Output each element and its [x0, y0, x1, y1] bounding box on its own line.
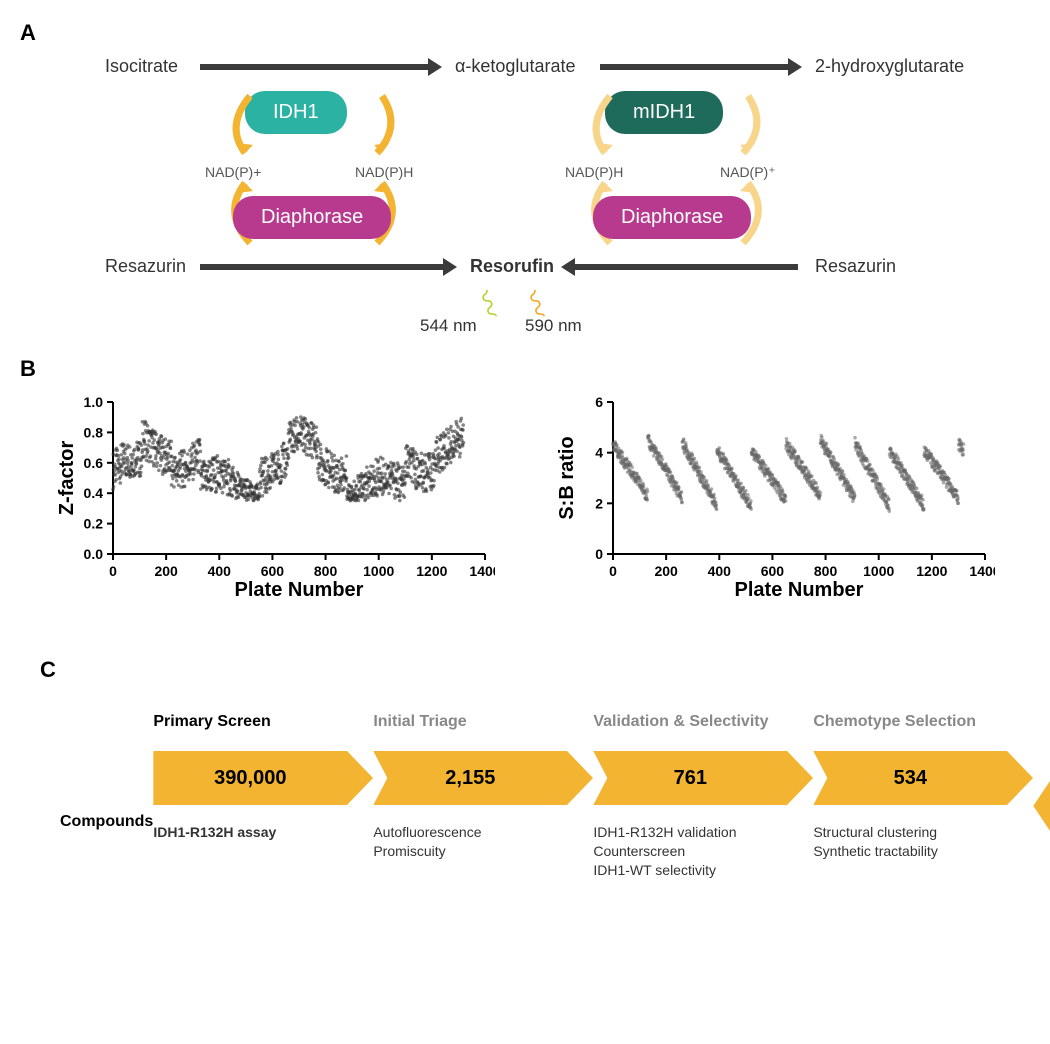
chart-sbratio: 0 200 400 600 800 1000 1200 1400 0 2 4 6 S:B ratio Pl…	[555, 392, 995, 607]
svg-text:800: 800	[314, 563, 338, 579]
reaction-diagram: Isocitrate α-ketoglutarate 2-hydroxyglut…	[95, 56, 995, 316]
stage-chevron: 2,155	[373, 751, 593, 805]
stage-1: Initial Triage 2,155 AutofluorescencePromi…	[373, 713, 593, 880]
wavelength-em: 590 nm	[525, 316, 582, 336]
svg-text:800: 800	[814, 563, 838, 579]
svg-text:4: 4	[595, 445, 603, 461]
enzyme-diaphorase-2: Diaphorase	[593, 196, 751, 239]
stage-title: Chemotype Selection	[813, 713, 1033, 733]
stage-2: Validation & Selectivity 761 IDH1-R132H va…	[593, 713, 813, 880]
svg-text:1000: 1000	[863, 563, 894, 579]
substrate-resazurin-left: Resazurin	[105, 256, 186, 277]
compounds-label: Compounds	[60, 761, 153, 831]
svg-text:0.0: 0.0	[84, 546, 104, 562]
chevron-head-icon	[787, 751, 813, 805]
svg-text:2: 2	[595, 495, 603, 511]
panel-b: B 02004006008001000120014000.00.20.40.60…	[20, 356, 1030, 607]
svg-text:0: 0	[595, 546, 603, 562]
chart-zfactor: 0 200 400 600 800 1000 1200 1400 0.0 0.2 0.4 0.6 0.8…	[55, 392, 495, 607]
svg-text:1000: 1000	[363, 563, 394, 579]
svg-text:1200: 1200	[416, 563, 447, 579]
chemotype-identified-hex: Chemotype identified	[1033, 779, 1050, 833]
svg-text:1.0: 1.0	[84, 394, 104, 410]
svg-text:400: 400	[708, 563, 732, 579]
stage-chevron: 390,000	[153, 751, 373, 805]
svg-text:0.2: 0.2	[84, 516, 104, 532]
svg-text:1200: 1200	[916, 563, 947, 579]
arrow-resazurin-resorufin-1	[200, 264, 445, 270]
svg-text:Plate Number: Plate Number	[735, 579, 864, 601]
cycle-arrow-right-2	[733, 91, 773, 161]
substrate-isocitrate: Isocitrate	[105, 56, 178, 77]
panel-b-label: B	[20, 356, 1030, 382]
stage-sub: AutofluorescencePromiscuity	[373, 823, 593, 861]
stage-3: Chemotype Selection 534 Structural cluster…	[813, 713, 1033, 880]
svg-text:200: 200	[654, 563, 678, 579]
stage-count: 761	[593, 751, 787, 805]
panel-c-label: C	[40, 657, 1030, 683]
panel-a: A Isocitrate α-ketoglutarate 2-hydroxygl…	[20, 20, 1030, 316]
svg-text:1400: 1400	[469, 563, 495, 579]
panel-a-label: A	[20, 20, 1030, 46]
svg-text:0.4: 0.4	[84, 485, 104, 501]
chemotype-identified-text: Chemotype identified	[1033, 790, 1050, 822]
stage-title: Primary Screen	[153, 713, 373, 733]
svg-text:Plate Number: Plate Number	[235, 579, 364, 601]
arrow-isocitrate-akg	[200, 64, 430, 70]
svg-text:1400: 1400	[969, 563, 995, 579]
chart-zfactor-svg: 0 200 400 600 800 1000 1200 1400 0.0 0.2 0.4 0.6 0.8…	[55, 392, 495, 602]
svg-text:0: 0	[109, 563, 117, 579]
stage-0: Primary Screen 390,000 IDH1-R132H assay	[153, 713, 373, 880]
svg-text:0.6: 0.6	[84, 455, 104, 471]
stage-title: Validation & Selectivity	[593, 713, 813, 733]
cycle-arrow-left-2	[580, 91, 620, 161]
stage-title: Initial Triage	[373, 713, 593, 733]
svg-text:Z-factor: Z-factor	[56, 441, 78, 516]
chart-sbratio-svg: 0 200 400 600 800 1000 1200 1400 0 2 4 6 S:B ratio Pl…	[555, 392, 995, 602]
arrow-resazurin-resorufin-2	[573, 264, 798, 270]
panel-c: C Compounds Primary Screen 390,000 IDH1-R1…	[20, 657, 1030, 880]
svg-text:S:B ratio: S:B ratio	[556, 436, 578, 519]
substrate-akg: α-ketoglutarate	[455, 56, 575, 77]
stage-count: 390,000	[153, 751, 347, 805]
stage-chevron: 761	[593, 751, 813, 805]
substrate-resazurin-right: Resazurin	[815, 256, 896, 277]
svg-text:600: 600	[761, 563, 785, 579]
cycle-arrow-right-1	[367, 91, 407, 161]
svg-text:400: 400	[208, 563, 232, 579]
svg-text:0.8: 0.8	[84, 424, 104, 440]
enzyme-midh1: mIDH1	[605, 91, 723, 134]
stage-chevron: 534	[813, 751, 1033, 805]
enzyme-idh1: IDH1	[245, 91, 347, 134]
stage-count: 2,155	[373, 751, 567, 805]
stage-final: Chemotype identified	[1033, 741, 1050, 852]
svg-text:0: 0	[609, 563, 617, 579]
screening-funnel: Compounds Primary Screen 390,000 IDH1-R132…	[60, 713, 1030, 880]
chevron-head-icon	[347, 751, 373, 805]
stage-count: 534	[813, 751, 1007, 805]
enzyme-diaphorase-1: Diaphorase	[233, 196, 391, 239]
svg-text:600: 600	[261, 563, 285, 579]
stage-sub: Structural clusteringSynthetic tractabil…	[813, 823, 1033, 861]
substrate-2hg: 2-hydroxyglutarate	[815, 56, 964, 77]
stage-sub: IDH1-R132H validationCounterscreenIDH1-W…	[593, 823, 813, 880]
chevron-head-icon	[1007, 751, 1033, 805]
product-resorufin: Resorufin	[470, 256, 554, 277]
svg-text:6: 6	[595, 394, 603, 410]
chevron-head-icon	[567, 751, 593, 805]
svg-text:200: 200	[154, 563, 178, 579]
wavelength-ex: 544 nm	[420, 316, 477, 336]
stage-sub: IDH1-R132H assay	[153, 823, 373, 842]
arrow-akg-2hg	[600, 64, 790, 70]
cycle-arrow-left-1	[220, 91, 260, 161]
